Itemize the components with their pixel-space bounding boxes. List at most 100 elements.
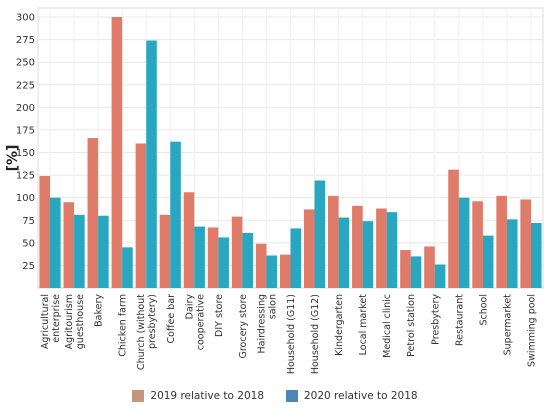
- x-tick-label: Church (without presbytery): [136, 294, 158, 370]
- x-axis-ticks: Agricultural enterprise Agritourism guestho…: [40, 294, 537, 375]
- bar-2020-8: [242, 232, 253, 288]
- x-tick-label-line: guesthouse: [75, 294, 86, 349]
- bar-2019-3: [111, 17, 123, 288]
- y-tick-label: 25: [22, 261, 35, 272]
- x-tick-label-line: Coffee bar: [166, 294, 177, 344]
- bar-2020-16: [434, 264, 446, 288]
- bar-2020-11: [314, 180, 326, 288]
- x-tick-label: Presbytery: [430, 294, 441, 345]
- bar-2019-16: [424, 246, 435, 288]
- x-tick-label-line: Dairy: [184, 294, 195, 320]
- x-tick-label: Swimming pool: [526, 294, 537, 367]
- x-tick-label-line: presbytery): [147, 294, 158, 349]
- x-tick-label: Chicken farm: [118, 294, 129, 357]
- bar-2020-1: [74, 214, 85, 288]
- bar-2020-3: [122, 247, 133, 288]
- bar-2019-10: [279, 254, 291, 288]
- x-tick-label-line: Grocery store: [238, 294, 249, 359]
- bar-2020-14: [386, 212, 398, 288]
- bar-2020-20: [530, 222, 542, 288]
- bars: [39, 17, 542, 288]
- bar-2019-11: [303, 209, 315, 288]
- x-tick-label-line: Household (G11): [286, 294, 297, 374]
- x-tick-label-line: School: [478, 294, 489, 326]
- x-tick-label-line: Restaurant: [454, 294, 465, 346]
- x-tick-label-line: Swimming pool: [526, 294, 537, 367]
- bar-2019-5: [159, 214, 171, 288]
- y-tick-label: 100: [16, 193, 35, 204]
- bar-2020-2: [98, 215, 109, 288]
- x-tick-label-line: Household (G12): [310, 294, 321, 374]
- x-tick-label: Bakery: [94, 294, 105, 327]
- x-tick-label-line: Hairdressing: [256, 294, 267, 354]
- x-tick-label: Kindergarten: [334, 294, 345, 356]
- bar-2020-6: [194, 226, 205, 288]
- x-tick-label: Supermarket: [502, 294, 513, 356]
- x-tick-label-line: salon: [267, 294, 278, 319]
- legend-swatch-2020: [286, 390, 298, 402]
- bar-2020-0: [50, 197, 61, 288]
- x-tick-label-line: Supermarket: [502, 294, 513, 356]
- bar-2019-8: [231, 216, 243, 288]
- bar-2020-18: [482, 235, 494, 288]
- x-tick-label: School: [478, 294, 489, 326]
- bar-2019-7: [207, 227, 219, 288]
- legend: 2019 relative to 2018 2020 relative to 2…: [0, 390, 550, 402]
- bar-2020-4: [146, 40, 157, 288]
- y-tick-label: 225: [16, 80, 35, 91]
- x-tick-label-line: Kindergarten: [334, 294, 345, 356]
- x-tick-label: Petrol station: [406, 294, 417, 357]
- x-tick-label: Dairy cooperative: [184, 294, 206, 351]
- x-tick-label-line: Presbytery: [430, 294, 441, 345]
- bar-2019-4: [135, 143, 147, 288]
- x-tick-label-line: Local market: [358, 294, 369, 356]
- x-tick-label: Restaurant: [454, 294, 465, 346]
- bar-2020-10: [290, 228, 302, 288]
- y-tick-label: 75: [22, 216, 35, 227]
- y-tick-label: 275: [16, 35, 35, 46]
- bar-2019-6: [183, 192, 195, 288]
- legend-swatch-2019: [132, 390, 145, 402]
- x-tick-label: Medical clinic: [382, 294, 393, 358]
- y-tick-label: 175: [16, 125, 35, 136]
- x-tick-label-line: enterprise: [51, 294, 62, 343]
- bar-2020-12: [338, 217, 350, 288]
- x-tick-label: Grocery store: [238, 294, 249, 359]
- y-tick-label: 50: [22, 238, 35, 249]
- y-axis-label: [%]: [5, 145, 21, 172]
- x-tick-label-line: Agricultural: [40, 294, 51, 349]
- bar-2019-2: [87, 138, 99, 288]
- x-tick-label-line: Agritourism: [64, 294, 75, 349]
- x-tick-label-line: Chicken farm: [118, 294, 129, 357]
- bar-2020-15: [410, 256, 422, 288]
- x-tick-label: Household (G11): [286, 294, 297, 374]
- bar-2019-14: [376, 208, 387, 288]
- y-tick-label: 150: [16, 148, 35, 159]
- bar-2019-17: [448, 169, 459, 288]
- x-tick-label-line: DIY store: [214, 294, 225, 337]
- x-tick-label: Agricultural enterprise: [40, 294, 62, 349]
- x-tick-label-line: Petrol station: [406, 294, 417, 357]
- bar-2019-9: [255, 243, 267, 288]
- legend-label-2019: 2019 relative to 2018: [150, 390, 264, 402]
- bar-2020-19: [506, 219, 518, 288]
- bar-2019-18: [472, 201, 483, 288]
- bar-2019-12: [328, 195, 339, 288]
- y-tick-label: 300: [16, 13, 35, 24]
- x-tick-label: Local market: [358, 294, 369, 356]
- legend-label-2020: 2020 relative to 2018: [304, 390, 418, 402]
- x-tick-label-line: Medical clinic: [382, 294, 393, 358]
- legend-item-2020: 2020 relative to 2018: [286, 390, 418, 402]
- x-tick-label: Coffee bar: [166, 294, 177, 344]
- bar-2020-13: [362, 221, 374, 288]
- bar-2019-15: [400, 250, 411, 288]
- bar-2019-20: [520, 199, 531, 288]
- bar-2019-19: [496, 195, 507, 288]
- y-tick-label: 200: [16, 103, 35, 114]
- bar-2019-0: [39, 176, 51, 288]
- y-tick-label: 250: [16, 58, 35, 69]
- x-tick-label-line: cooperative: [195, 294, 206, 350]
- bar-2019-13: [352, 205, 363, 288]
- x-tick-label: Household (G12): [310, 294, 321, 374]
- bar-2020-7: [218, 237, 229, 288]
